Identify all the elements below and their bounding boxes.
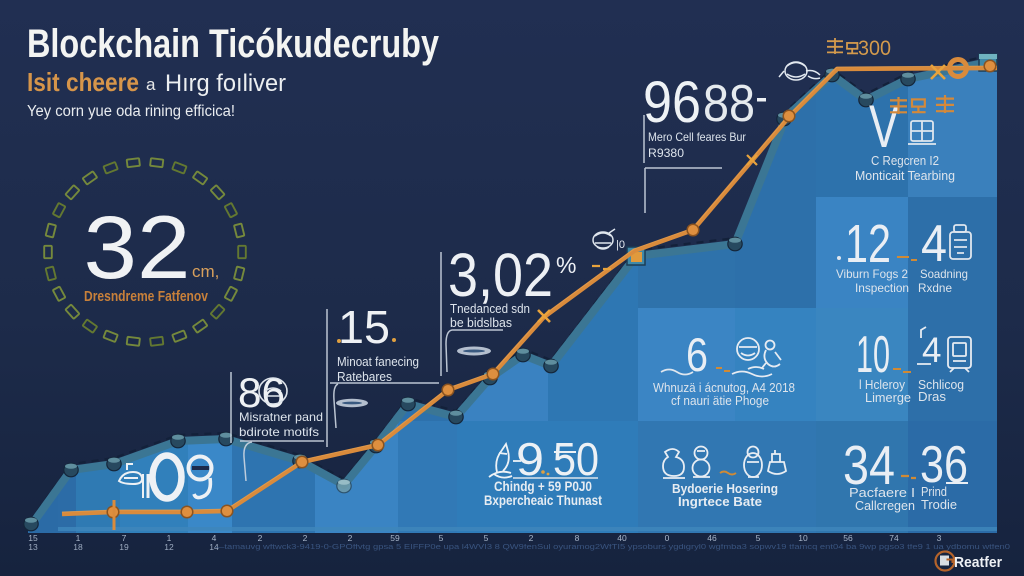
svg-text:46: 46 [707,533,717,543]
svg-text:59: 59 [390,533,400,543]
svg-text:5: 5 [439,533,444,543]
svg-text:18: 18 [73,542,83,552]
svg-text:cm,: cm, [192,262,219,281]
svg-text:12: 12 [164,542,174,552]
svg-text:Schlicog: Schlicog [918,378,964,392]
svg-text:9: 9 [516,433,544,485]
svg-text:12: 12 [845,214,891,274]
svg-text:Bydoerie Hosering: Bydoerie Hosering [672,481,778,496]
svg-text:5: 5 [756,533,761,543]
svg-text:Rxdne: Rxdne [918,281,952,295]
svg-text:74: 74 [889,533,899,543]
svg-text:bdirote motifs: bdirote motifs [239,425,319,439]
svg-text:7: 7 [122,533,127,543]
svg-text:34: 34 [843,434,895,496]
svg-text:Minoat fanecing: Minoat fanecing [337,355,419,369]
svg-text:14: 14 [209,542,219,552]
svg-text:Ratebares: Ratebares [337,370,392,384]
svg-text:Bxpercheaic Thunast: Bxpercheaic Thunast [484,493,602,508]
svg-text:4: 4 [922,331,941,370]
svg-text:Monticait Tearbing: Monticait Tearbing [855,169,955,183]
svg-text:R9380: R9380 [648,146,684,160]
svg-text:1: 1 [76,533,81,543]
svg-text:0: 0 [665,533,670,543]
svg-text:|0: |0 [616,239,625,251]
svg-text:13: 13 [28,542,38,552]
svg-text:Ingrtece Bate: Ingrtece Bate [678,494,762,509]
svg-text:300: 300 [858,37,891,60]
svg-text:2: 2 [258,533,263,543]
svg-text:4: 4 [212,533,217,543]
svg-text:2: 2 [348,533,353,543]
svg-text:Misratner pand: Misratner pand [239,410,323,424]
svg-text:Viburn Fogs 2: Viburn Fogs 2 [836,267,908,281]
svg-text:Prind: Prind [921,484,947,499]
svg-text:Limerge: Limerge [865,391,911,405]
svg-text:Pacfaere I: Pacfaere I [849,485,915,500]
svg-text:50: 50 [553,433,599,485]
svg-text:C Regcren I2: C Regcren I2 [871,154,939,168]
svg-text:cf nauri ätie Phoge: cf nauri ätie Phoge [671,394,769,408]
svg-text:a: a [146,75,156,94]
svg-text:Chindg + 59 P0J0: Chindg + 59 P0J0 [494,479,592,494]
svg-text:10: 10 [798,533,808,543]
svg-text:Dresndreme Fatfenov: Dresndreme Fatfenov [84,288,209,305]
svg-text:19: 19 [119,542,129,552]
svg-text:Blockchain Ticókudecruby: Blockchain Ticókudecruby [27,22,440,66]
svg-text:86: 86 [238,369,285,416]
svg-text:40: 40 [617,533,627,543]
svg-text:3,02: 3,02 [448,241,553,309]
svg-text:2: 2 [529,533,534,543]
svg-text:Hırg foıliver: Hırg foıliver [165,70,286,97]
svg-text:2: 2 [303,533,308,543]
svg-text:4: 4 [921,215,947,273]
svg-text:Isit cheere: Isit cheere [27,67,139,97]
svg-text:—tamauvg wftwck3-9419-0-GPOffv: —tamauvg wftwck3-9419-0-GPOffvtg gpsa 5 … [215,544,1010,551]
svg-text:8: 8 [575,533,580,543]
svg-text:10: 10 [856,326,890,384]
svg-text:Trodie: Trodie [921,497,957,512]
svg-text:36: 36 [920,436,968,494]
svg-text:Soadning: Soadning [920,267,968,281]
svg-text:Reatfer: Reatfer [954,554,1002,571]
svg-text:6: 6 [686,328,708,381]
svg-text:Yey corn yue oda rining effici: Yey corn yue oda rining efficica! [27,103,235,120]
svg-text:15: 15 [28,533,38,543]
svg-text:%: % [556,252,576,278]
svg-text:88: 88 [703,75,755,133]
svg-text:V: V [869,93,899,160]
svg-text:56: 56 [843,533,853,543]
svg-text:3: 3 [937,533,942,543]
svg-text:Whnuzä i ácnutog, A4 2018: Whnuzä i ácnutog, A4 2018 [653,381,795,395]
svg-text:Dras: Dras [918,390,946,404]
svg-text:96: 96 [643,70,701,135]
svg-text:l Hcleroy: l Hcleroy [859,378,906,392]
svg-text:Inspection: Inspection [855,281,909,295]
svg-text:be bidslbas: be bidslbas [450,316,512,330]
svg-text:32: 32 [84,197,191,297]
svg-text:Tnedanced sdn: Tnedanced sdn [450,302,530,316]
svg-text:1: 1 [167,533,172,543]
svg-text:Mero Cell feares Bur: Mero Cell feares Bur [648,130,746,144]
svg-text:15: 15 [338,301,390,353]
svg-text:5: 5 [484,533,489,543]
svg-text:Callcregen: Callcregen [855,498,915,513]
